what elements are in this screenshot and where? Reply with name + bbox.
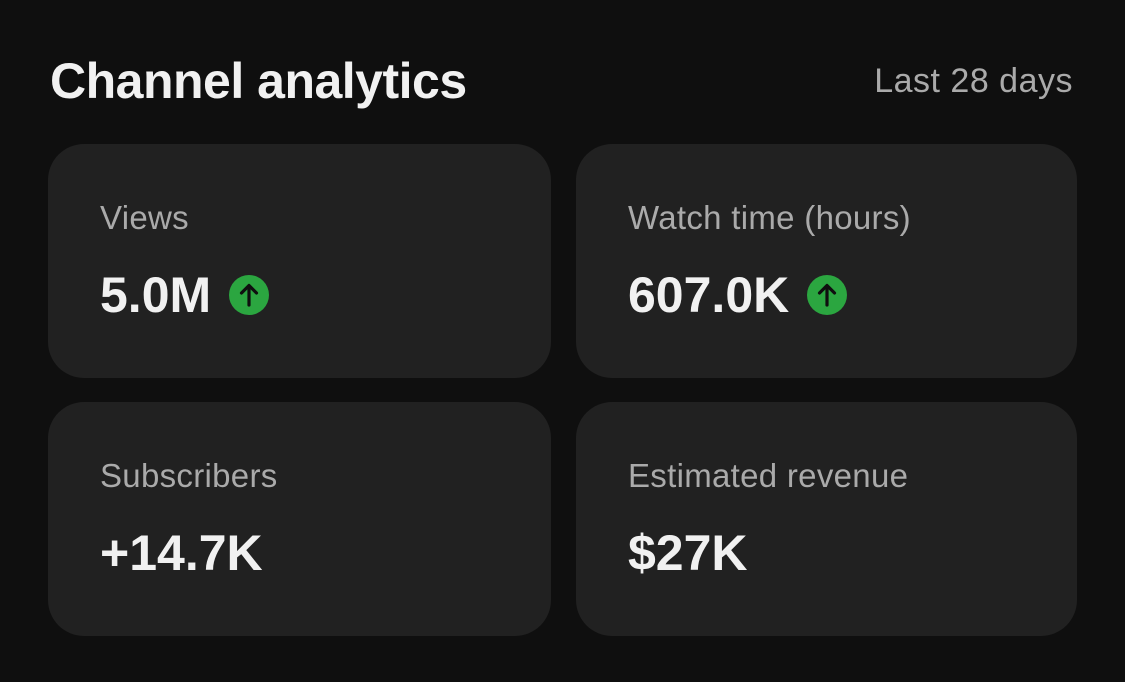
card[interactable]: Views 5.0M <box>48 144 551 378</box>
card-label: Views <box>100 199 189 236</box>
trend-up-icon <box>229 275 270 315</box>
card-value: +14.7K <box>100 525 263 581</box>
card[interactable]: Watch time (hours) 607.0K <box>576 144 1077 378</box>
card-value-row: 607.0K <box>628 267 848 323</box>
card-label: Subscribers <box>100 457 278 494</box>
card[interactable]: Subscribers +14.7K <box>48 402 551 636</box>
card[interactable]: Estimated revenue $27K <box>576 402 1077 636</box>
card-value-row: $27K <box>628 525 748 581</box>
card-label: Watch time (hours) <box>628 199 911 236</box>
period[interactable]: Last 28 days <box>874 62 1073 100</box>
card-value-row: 5.0M <box>100 267 270 323</box>
card-value: 607.0K <box>628 267 790 323</box>
card-value: $27K <box>628 525 748 581</box>
title: Channel analytics <box>50 53 467 109</box>
card-value: 5.0M <box>100 267 212 323</box>
card-value-row: +14.7K <box>100 525 263 581</box>
trend-up-icon <box>807 275 848 315</box>
card-label: Estimated revenue <box>628 457 909 494</box>
